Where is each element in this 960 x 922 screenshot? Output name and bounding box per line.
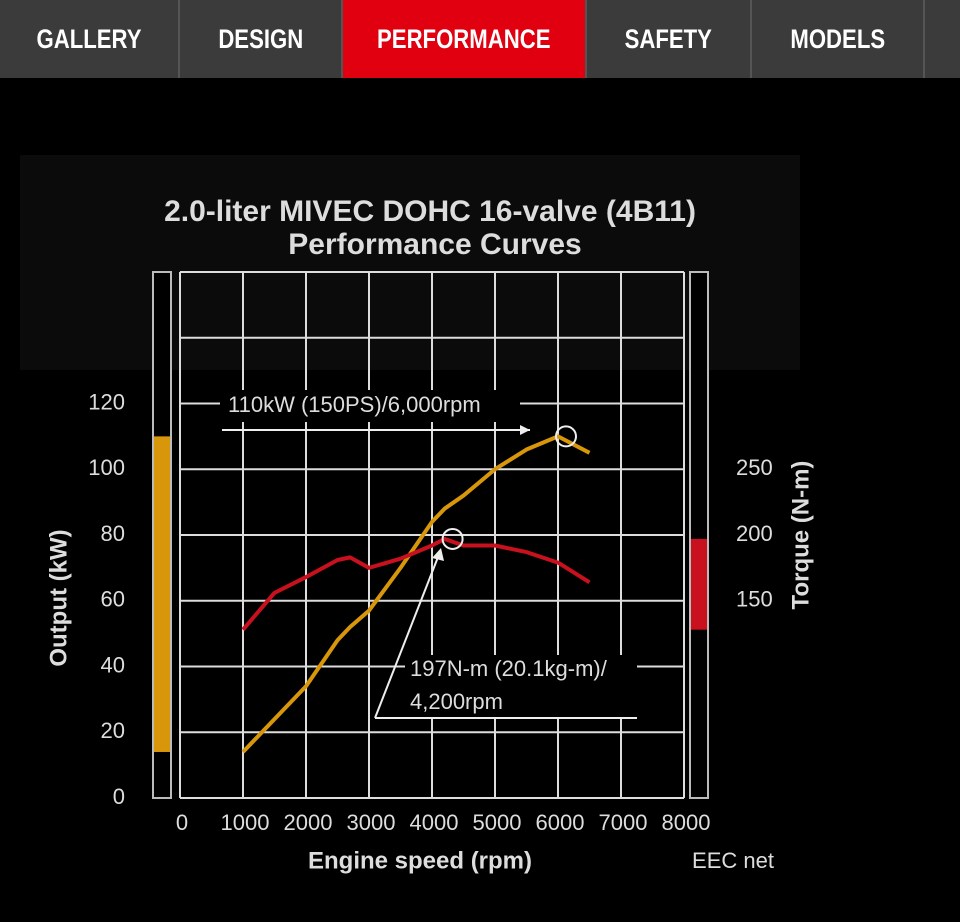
nav-tab-label: GALLERY [36, 23, 142, 54]
y-tick-label: 120 [88, 389, 125, 414]
peak-marker [555, 425, 577, 448]
annotation: 197N-m (20.1kg-m)/ [410, 656, 608, 681]
nav-tab[interactable]: MODELS [752, 0, 925, 78]
y-tick-label: 100 [88, 455, 125, 480]
nav-tab-label: SAFETY [624, 23, 713, 54]
y-tick-label: 20 [101, 718, 125, 743]
y-tick-label: 0 [113, 784, 125, 809]
annotation: 110kW (150PS)/6,000rpm [228, 392, 481, 417]
x-tick-label: 8000 [662, 810, 711, 835]
nav-tab[interactable]: SAFETY [587, 0, 752, 78]
nav-tab-label: DESIGN [218, 23, 303, 54]
peak-marker [441, 527, 464, 550]
x-tick-label: 4000 [410, 810, 459, 835]
y2-tick-label: 200 [736, 521, 773, 546]
x-axis-label: Engine speed (rpm) [308, 847, 532, 874]
title-panel [20, 155, 800, 370]
nav-bar: GALLERY DESIGN PERFORMANCE SAFETY MODELS [0, 0, 960, 78]
nav-tab-label: PERFORMANCE [377, 23, 551, 54]
x-tick-label: 5000 [473, 810, 522, 835]
y-tick-label: 40 [101, 652, 125, 677]
y-tick-label: 80 [101, 521, 125, 546]
chart-subtitle: Performance Curves [288, 228, 581, 261]
y2-axis-label: Torque (N-m) [787, 461, 814, 610]
annotation-arrowhead [432, 548, 444, 561]
annotation-box [405, 655, 637, 717]
annotation-box [220, 390, 520, 422]
range-bar [154, 436, 170, 752]
nav-tab[interactable]: GALLERY [0, 0, 180, 78]
x-tick-label: 3000 [347, 810, 396, 835]
y2-tick-label: 150 [736, 587, 773, 612]
annotation-arrow [374, 551, 441, 719]
chart-title: 2.0-liter MIVEC DOHC 16-valve (4B11) [164, 195, 696, 228]
y-axis-label: Output (kW) [45, 529, 72, 666]
axis-bar-frame [689, 271, 709, 799]
note: EEC net [692, 848, 774, 873]
nav-tab[interactable]: DESIGN [180, 0, 343, 78]
x-tick-label: 1000 [221, 810, 270, 835]
range-bar [691, 538, 707, 630]
chart: 2.0-liter MIVEC DOHC 16-valve (4B11) Per… [20, 155, 814, 874]
y2-tick-label: 250 [736, 455, 773, 480]
x-tick-label: 7000 [599, 810, 648, 835]
annotation-arrowhead [520, 425, 530, 435]
annotation: 4,200rpm [410, 689, 503, 714]
y-tick-label: 60 [101, 587, 125, 612]
line [241, 434, 591, 754]
nav-tab-label: MODELS [790, 23, 885, 54]
x-tick-label: 0 [176, 810, 188, 835]
line [241, 536, 591, 631]
x-tick-label: 2000 [284, 810, 333, 835]
x-tick-label: 6000 [536, 810, 585, 835]
nav-tab[interactable]: PERFORMANCE [343, 0, 587, 78]
nav-more[interactable] [925, 0, 960, 78]
